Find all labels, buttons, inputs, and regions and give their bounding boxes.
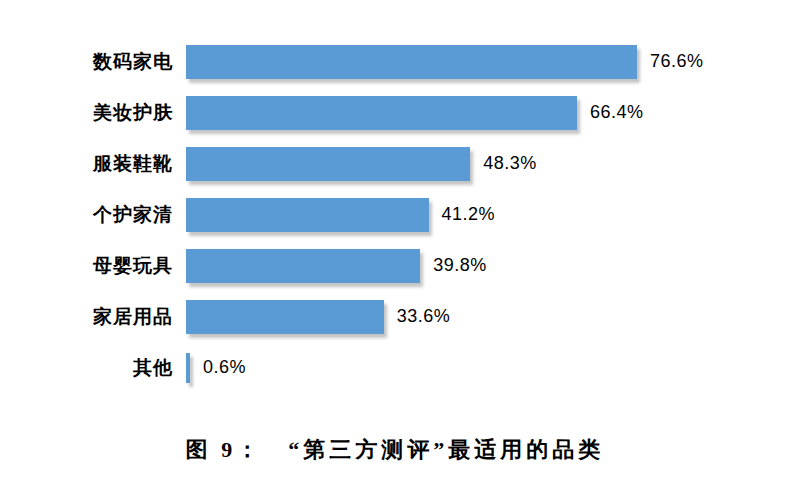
bar: [186, 96, 577, 130]
bar: [186, 300, 384, 334]
chart-caption: 图 9： “第三方测评”最适用的品类: [0, 435, 790, 465]
category-label: 服装鞋靴: [0, 151, 186, 177]
bar-row: 其他 0.6%: [0, 342, 790, 393]
category-label: 母婴玩具: [0, 253, 186, 279]
category-label: 美妆护肤: [0, 100, 186, 126]
bar-track: 48.3%: [186, 138, 790, 189]
bar-chart: 数码家电 76.6% 美妆护肤 66.4% 服装鞋靴 48.3% 个护家清 41…: [0, 0, 790, 393]
value-label: 39.8%: [433, 255, 487, 276]
value-label: 48.3%: [483, 153, 537, 174]
bar-track: 76.6%: [186, 36, 790, 87]
value-label: 41.2%: [442, 204, 496, 225]
bar: [186, 147, 470, 181]
caption-text: “第三方测评”最适用的品类: [288, 437, 604, 462]
bar-track: 39.8%: [186, 240, 790, 291]
bar: [186, 249, 420, 283]
bar-track: 33.6%: [186, 291, 790, 342]
bar-row: 美妆护肤 66.4%: [0, 87, 790, 138]
value-label: 66.4%: [590, 102, 644, 123]
value-label: 76.6%: [650, 51, 704, 72]
value-label: 33.6%: [397, 306, 451, 327]
bar-track: 0.6%: [186, 342, 790, 393]
bar-row: 服装鞋靴 48.3%: [0, 138, 790, 189]
bar-row: 个护家清 41.2%: [0, 189, 790, 240]
bar-track: 41.2%: [186, 189, 790, 240]
value-label: 0.6%: [203, 357, 246, 378]
bar-row: 母婴玩具 39.8%: [0, 240, 790, 291]
caption-figure-number: 图 9：: [186, 437, 263, 462]
bar-row: 家居用品 33.6%: [0, 291, 790, 342]
bar-row: 数码家电 76.6%: [0, 36, 790, 87]
bar: [186, 198, 429, 232]
bar: [186, 353, 190, 383]
bar-track: 66.4%: [186, 87, 790, 138]
bar: [186, 45, 637, 79]
category-label: 数码家电: [0, 49, 186, 75]
category-label: 个护家清: [0, 202, 186, 228]
category-label: 其他: [0, 355, 186, 381]
category-label: 家居用品: [0, 304, 186, 330]
